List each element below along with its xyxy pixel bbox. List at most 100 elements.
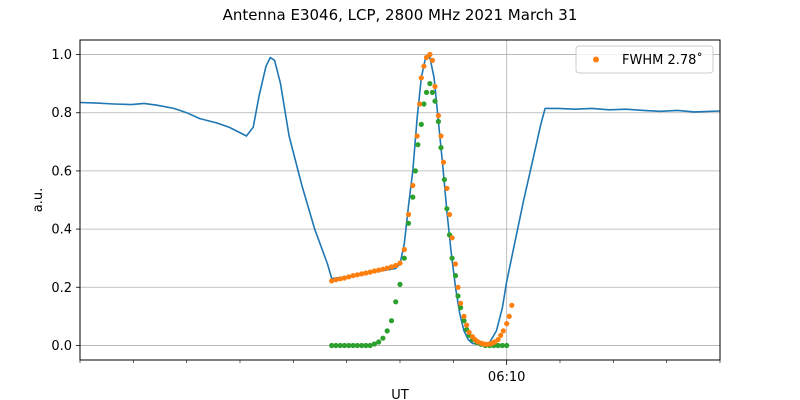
data-point	[432, 98, 438, 104]
data-point	[435, 118, 441, 125]
data-point	[455, 284, 461, 290]
y-tick-label: 0.8	[51, 106, 72, 121]
data-point	[461, 318, 467, 324]
y-axis-label: a.u.	[31, 188, 46, 212]
series-points	[329, 51, 515, 349]
x-axis-ticks: 06:10	[79, 360, 721, 385]
y-tick-label: 0.2	[51, 281, 72, 296]
y-tick-label: 0.0	[51, 339, 72, 354]
data-point	[333, 342, 339, 349]
legend-label: FWHM 2.78˚	[622, 52, 703, 68]
data-point	[417, 101, 423, 107]
legend-box	[575, 45, 714, 74]
y-tick-label: 0.6	[51, 164, 72, 179]
data-point	[500, 328, 506, 334]
data-point	[464, 322, 470, 328]
data-point	[397, 281, 403, 287]
data-point	[412, 168, 418, 174]
data-point	[329, 342, 335, 349]
data-point	[367, 342, 373, 349]
data-point	[363, 342, 369, 349]
data-point	[393, 299, 399, 305]
data-point	[341, 342, 348, 349]
data-point	[438, 133, 444, 139]
data-point	[495, 342, 501, 349]
data-point	[495, 337, 501, 343]
data-point	[427, 81, 433, 87]
data-point	[410, 194, 416, 200]
data-point	[329, 278, 335, 284]
data-point	[415, 142, 421, 148]
data-point	[504, 321, 510, 327]
legend-marker	[593, 56, 599, 63]
y-tick-label: 0.4	[51, 223, 72, 238]
data-point	[429, 57, 435, 64]
data-point	[449, 255, 455, 261]
data-point	[429, 89, 435, 95]
data-point	[418, 121, 424, 127]
data-point	[341, 275, 348, 281]
data-point	[444, 185, 450, 191]
data-point	[367, 269, 373, 275]
data-point	[401, 255, 407, 261]
data-point	[504, 342, 510, 349]
data-point	[359, 271, 365, 277]
data-point	[418, 75, 424, 81]
data-point	[427, 51, 433, 58]
y-axis-ticks: 0.0 0.2 0.4 0.6 0.8 1.0	[51, 48, 80, 354]
data-point	[371, 268, 377, 274]
data-point	[405, 211, 412, 218]
data-point	[446, 211, 453, 218]
x-axis-label: UT	[391, 388, 409, 400]
data-point	[393, 262, 399, 269]
axes-frame	[79, 39, 721, 361]
data-point	[376, 267, 382, 273]
data-point	[354, 272, 360, 278]
data-point	[346, 274, 352, 280]
data-point	[371, 341, 377, 347]
data-point	[435, 113, 441, 119]
data-point	[452, 273, 459, 279]
data-point	[432, 83, 438, 90]
data-point	[444, 206, 450, 212]
data-point	[458, 300, 464, 306]
y-tick-label: 1.0	[51, 48, 72, 63]
data-point	[498, 332, 504, 338]
data-point	[359, 342, 365, 349]
data-point	[423, 54, 430, 61]
data-point	[401, 246, 407, 253]
data-point	[509, 302, 515, 308]
legend: FWHM 2.78˚	[575, 45, 714, 74]
data-point	[449, 235, 455, 241]
data-point	[452, 261, 459, 267]
series-line	[79, 56, 721, 346]
data-point	[421, 101, 427, 107]
data-point	[354, 342, 360, 349]
data-point	[461, 313, 467, 319]
data-point	[455, 293, 461, 299]
x-tick-label: 06:10	[488, 370, 525, 385]
data-point	[438, 145, 444, 151]
data-point	[384, 265, 390, 271]
data-point	[499, 342, 505, 349]
data-point	[414, 133, 420, 139]
grid-lines	[80, 40, 720, 360]
data-point	[388, 318, 395, 324]
data-point	[333, 277, 339, 283]
data-point	[466, 329, 472, 335]
data-point	[441, 177, 447, 183]
data-point	[458, 305, 464, 311]
data-point	[405, 220, 412, 226]
series-lines	[79, 56, 721, 346]
data-point	[350, 342, 356, 349]
data-point	[350, 273, 356, 279]
data-point	[380, 335, 386, 341]
data-point	[410, 182, 416, 189]
data-point	[397, 260, 403, 266]
data-point	[440, 159, 447, 165]
data-point	[384, 328, 390, 334]
chart-title: Antenna E3046, LCP, 2800 MHz 2021 March …	[223, 6, 578, 24]
data-point	[337, 276, 343, 282]
data-point	[376, 339, 382, 345]
